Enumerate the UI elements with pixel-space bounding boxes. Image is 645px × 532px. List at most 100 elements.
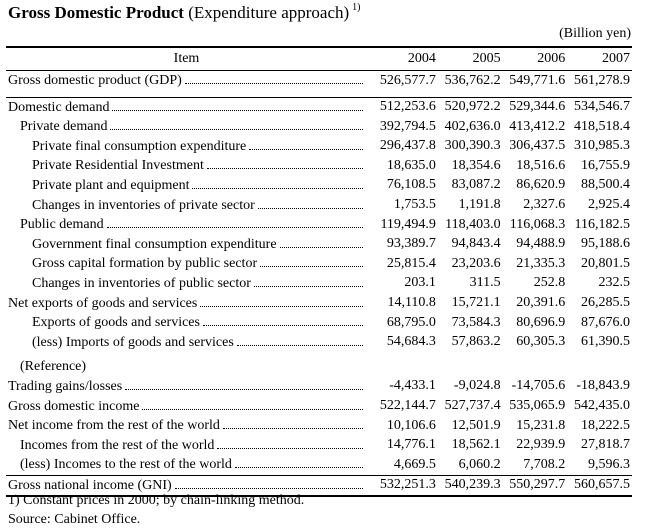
table-row: Private demand 392,794.5 402,636.0 413,412.… <box>6 117 632 137</box>
value-cell: 116,068.3 <box>509 216 566 232</box>
value-cell: 529,344.6 <box>502 96 568 118</box>
gdp-table: Item 2004 2005 2006 2007 Gross domestic … <box>6 46 632 498</box>
value-cell: -9,024.8 <box>453 378 501 394</box>
row-label-cell: Domestic demand <box>6 96 367 118</box>
leader-dots <box>106 215 363 229</box>
page-title: Gross Domestic Product (Expenditure appr… <box>8 2 361 23</box>
leader-dots <box>253 274 363 287</box>
title-bold: Gross Domestic Product <box>8 3 184 22</box>
value-cell: 76,108.5 <box>386 177 436 193</box>
value-cell: 14,776.1 <box>386 437 436 453</box>
row-label: Incomes from the rest of the world <box>20 437 215 453</box>
row-label: (Reference) <box>20 359 87 375</box>
leader-dots <box>202 313 363 327</box>
value-cell: 25,815.4 <box>386 255 436 271</box>
value-cell: 54,684.3 <box>386 334 436 350</box>
value-cell: 306,437.5 <box>509 138 566 154</box>
value-cell <box>503 358 568 377</box>
value-cell: 310,985.3 <box>574 138 630 154</box>
value-cell: 392,794.5 <box>379 118 436 134</box>
table-row: Trading gains/losses -4,433.1 -9,024.8 -14,… <box>6 377 632 397</box>
value-cell: 83,087.2 <box>451 177 501 193</box>
value-cell: 540,239.3 <box>437 474 503 498</box>
value-cell: 14,110.8 <box>387 295 436 311</box>
value-cell: 18,562.1 <box>451 437 501 453</box>
row-label: Public demand <box>20 217 104 233</box>
row-label-cell: Private plant and equipment <box>6 176 367 196</box>
value-cell: -14,705.6 <box>511 378 566 394</box>
leader-dots <box>249 137 363 150</box>
value-cell: 94,488.9 <box>516 236 566 252</box>
value-cell: 413,412.2 <box>509 118 566 134</box>
row-label-cell: Changes in inventories of public sector <box>6 274 367 294</box>
row-label: Gross capital formation by public sector <box>32 256 258 272</box>
value-cell: 88,500.4 <box>581 177 630 193</box>
value-cell: 534,546.7 <box>567 96 632 118</box>
row-label-cell: Incomes from the rest of the world <box>6 436 367 456</box>
header-item: Item <box>6 46 367 71</box>
table-row: Private Residential Investment 18,635.0 18… <box>6 156 632 176</box>
row-label-cell: Private final consumption expenditure <box>6 137 367 157</box>
table-row: Changes in inventories of public sector 2… <box>6 274 632 294</box>
header-year: 2004 <box>366 46 438 71</box>
leader-dots <box>279 235 363 248</box>
row-label: (less) Imports of goods and services <box>32 334 234 350</box>
value-cell: 119,494.9 <box>380 216 436 232</box>
value-cell: 20,801.5 <box>581 255 630 271</box>
value-cell: 16,755.9 <box>581 157 630 173</box>
row-label-cell: Net income from the rest of the world <box>6 416 367 436</box>
leader-dots <box>236 333 363 346</box>
value-cell: 18,354.6 <box>451 157 501 173</box>
row-label: Net exports of goods and services <box>8 295 198 311</box>
row-label-cell: Net exports of goods and services <box>6 294 367 314</box>
row-label: Gross domestic product (GDP) <box>8 73 182 88</box>
table-row: Private plant and equipment 76,108.5 83,08… <box>6 176 632 196</box>
value-cell: 116,182.5 <box>574 216 630 232</box>
value-cell: 2,327.6 <box>523 197 566 213</box>
row-label-cell: Gross national income (GNI) <box>6 474 367 498</box>
leader-dots <box>112 98 363 111</box>
table-row: Net exports of goods and services 14,110.… <box>6 294 632 314</box>
leader-dots <box>217 436 363 449</box>
row-label-cell: Private Residential Investment <box>6 156 367 176</box>
value-cell: 18,635.0 <box>386 157 436 173</box>
value-cell: 520,972.2 <box>437 96 503 118</box>
table-row: Gross capital formation by public sector… <box>6 254 632 274</box>
leader-dots <box>206 156 363 170</box>
value-cell <box>567 358 632 377</box>
value-cell: 94,843.4 <box>451 236 501 252</box>
row-label: Changes in inventories of private sector <box>32 197 255 213</box>
table-row: Changes in inventories of private sector… <box>6 196 632 216</box>
header-year: 2005 <box>437 46 503 71</box>
row-label: Net income from the rest of the world <box>8 418 220 434</box>
value-cell: 252.8 <box>533 275 566 291</box>
row-label: Private plant and equipment <box>32 177 190 193</box>
value-cell: 526,577.7 <box>379 72 436 88</box>
value-cell: 1,191.8 <box>458 197 501 213</box>
table-row: Public demand 119,494.9 118,403.0 116,068.3… <box>6 215 632 235</box>
table-row: Gross domestic product (GDP) 526,577.7 536… <box>6 71 632 91</box>
leader-dots <box>260 254 363 268</box>
table-row: Net income from the rest of the world 10,… <box>6 416 632 436</box>
value-cell: 296,437.8 <box>379 138 436 154</box>
value-cell: 9,596.3 <box>588 456 630 472</box>
value-cell: 527,737.4 <box>444 398 501 413</box>
row-label-cell: Public demand <box>6 215 367 235</box>
value-cell: 12,501.9 <box>451 417 501 433</box>
value-cell: 4,669.5 <box>393 456 436 472</box>
row-label: Gross domestic income <box>8 398 140 414</box>
header-year: 2007 <box>567 46 632 71</box>
row-label-cell: Changes in inventories of private sector <box>6 196 367 216</box>
value-cell: 536,762.2 <box>444 72 501 88</box>
row-label: Trading gains/losses <box>8 378 123 394</box>
row-label: Domestic demand <box>8 99 110 115</box>
value-cell: 532,251.3 <box>366 474 438 498</box>
value-cell: 311.5 <box>469 275 501 291</box>
value-cell: 232.5 <box>598 275 631 291</box>
value-cell: 23,203.6 <box>451 255 501 271</box>
row-label-cell: Government final consumption expenditure <box>6 235 367 255</box>
value-cell: 26,285.5 <box>581 295 630 311</box>
leader-dots <box>234 455 363 469</box>
leader-dots <box>110 117 363 131</box>
